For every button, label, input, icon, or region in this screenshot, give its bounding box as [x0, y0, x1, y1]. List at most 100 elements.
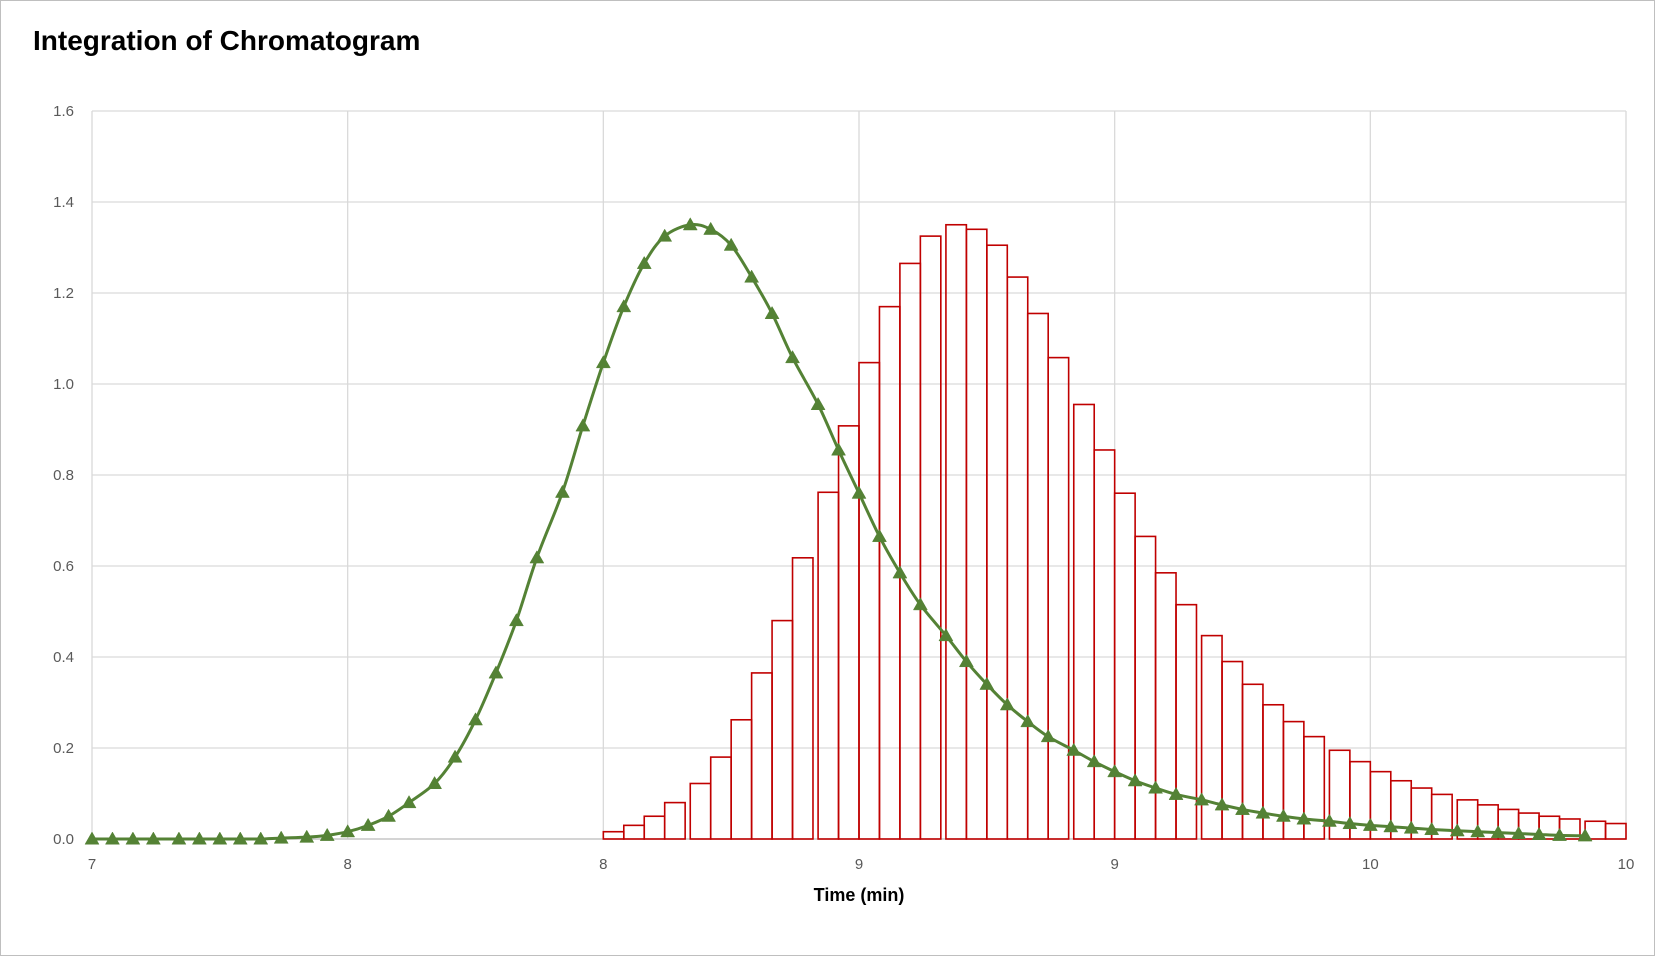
integration-bar	[643, 815, 666, 840]
x-tick-label: 8	[599, 856, 607, 873]
y-tick-label: 0.4	[53, 649, 74, 666]
data-point-marker	[810, 396, 826, 410]
data-point-marker	[744, 269, 760, 283]
data-point-marker	[851, 485, 867, 499]
x-tick-label: 9	[1110, 856, 1118, 873]
y-tick-label: 1.6	[53, 103, 74, 120]
integration-bar	[1113, 492, 1136, 840]
x-tick-label: 10	[1362, 856, 1379, 873]
integration-bar	[709, 756, 732, 840]
y-tick-label: 0.0	[53, 831, 74, 848]
data-point-marker	[529, 550, 545, 564]
data-point-marker	[872, 528, 887, 542]
data-point-marker	[554, 484, 570, 498]
integration-bar	[817, 491, 840, 840]
data-point-marker	[657, 228, 673, 242]
data-point-marker	[212, 831, 228, 845]
data-point-marker	[1168, 786, 1184, 800]
data-point-marker	[1107, 764, 1123, 778]
data-point-marker	[1490, 825, 1506, 839]
y-tick-label: 1.4	[53, 194, 74, 211]
data-point-marker	[1552, 827, 1567, 841]
data-point-marker	[1531, 826, 1547, 840]
chart-title: Integration of Chromatogram	[33, 25, 421, 56]
x-tick-label: 10	[1618, 856, 1635, 873]
data-point-marker	[979, 676, 995, 690]
data-point-marker	[575, 418, 591, 432]
data-point-marker	[468, 712, 483, 726]
data-point-marker	[1577, 828, 1593, 842]
data-point-marker	[616, 299, 632, 313]
data-point-marker	[427, 775, 443, 789]
x-tick-label: 8	[343, 856, 351, 873]
x-axis-title: Time (min)	[814, 885, 905, 905]
data-point-marker	[508, 613, 524, 627]
integration-bar	[622, 824, 646, 840]
data-point-marker	[1275, 808, 1291, 822]
data-point-marker	[682, 217, 698, 231]
data-point-marker	[1403, 820, 1419, 834]
data-point-marker	[488, 665, 504, 679]
integration-bar	[1430, 793, 1453, 840]
data-point-marker	[340, 824, 356, 838]
data-point-marker	[1040, 729, 1056, 743]
integration-bar	[986, 244, 1009, 840]
integration-bar	[919, 235, 942, 840]
integration-bar	[1006, 276, 1029, 840]
integration-bar	[791, 557, 814, 840]
data-point-marker	[171, 831, 187, 845]
data-point-marker	[1511, 826, 1527, 840]
data-point-marker	[105, 831, 120, 845]
data-point-marker	[360, 817, 376, 831]
data-point-marker	[999, 697, 1015, 711]
data-point-marker	[892, 565, 908, 579]
integration-bar	[1604, 822, 1627, 840]
data-point-marker	[938, 628, 954, 642]
data-point-marker	[1424, 821, 1440, 835]
tick-labels: 0.0 0.2 0.4 0.6 0.8 1.0 1.2 1.4 1.6 7 8 8 9 9 10 10	[53, 103, 1634, 873]
data-point-marker	[1470, 824, 1486, 838]
data-point-marker	[125, 831, 141, 845]
y-tick-label: 0.6	[53, 558, 74, 575]
data-point-marker	[703, 221, 719, 235]
data-point-marker	[1362, 817, 1378, 831]
integration-bar	[1026, 312, 1049, 840]
data-point-marker	[1235, 801, 1250, 815]
data-point-marker	[1086, 754, 1102, 768]
integration-bar	[771, 619, 794, 840]
data-point-marker	[1255, 805, 1271, 819]
y-tick-label: 1.0	[53, 376, 74, 393]
integration-bar	[899, 262, 922, 840]
data-point-marker	[145, 831, 161, 845]
integration-bar	[602, 830, 625, 840]
data-point-marker	[1194, 792, 1210, 806]
data-point-marker	[319, 827, 335, 841]
y-tick-label: 0.2	[53, 740, 74, 757]
data-point-marker	[1214, 797, 1230, 811]
data-point-marker	[273, 830, 289, 844]
integration-bar	[858, 361, 881, 840]
data-point-marker	[764, 305, 780, 319]
data-point-marker	[1296, 811, 1312, 825]
data-point-marker	[912, 597, 928, 611]
chromatogram-markers	[84, 217, 1593, 845]
data-point-marker	[1321, 813, 1337, 827]
data-point-marker	[1449, 823, 1465, 837]
data-point-marker	[447, 749, 463, 763]
y-tick-label: 0.8	[53, 467, 74, 484]
data-point-marker	[1066, 742, 1082, 756]
integration-bar	[1175, 603, 1198, 840]
y-tick-label: 1.2	[53, 285, 74, 302]
integration-bar	[689, 782, 712, 840]
integration-bar	[1047, 356, 1070, 840]
data-point-marker	[1127, 773, 1143, 787]
data-point-marker	[1383, 819, 1399, 833]
data-point-marker	[299, 829, 315, 843]
x-tick-label: 9	[855, 856, 863, 873]
data-point-marker	[253, 831, 269, 845]
data-point-marker	[401, 795, 417, 809]
data-point-marker	[1342, 816, 1358, 830]
integration-bar	[1093, 449, 1116, 840]
